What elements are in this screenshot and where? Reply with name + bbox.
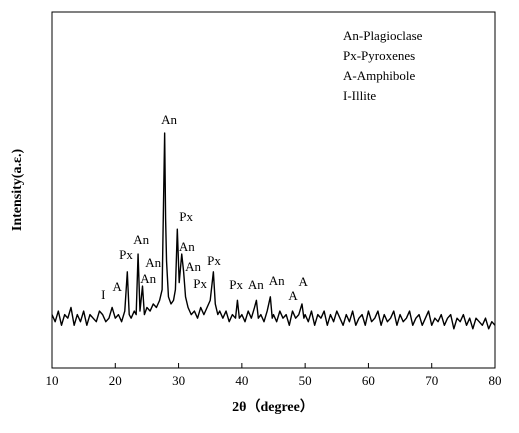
x-tick-label: 10 xyxy=(46,373,59,388)
peak-label: A xyxy=(112,279,122,294)
x-tick-label: 60 xyxy=(362,373,375,388)
peak-label: An xyxy=(161,112,177,127)
peak-label: A xyxy=(299,274,309,289)
legend-note: I-Illite xyxy=(343,88,376,103)
peak-label: Px xyxy=(207,253,221,268)
legend-note: An-Plagioclase xyxy=(343,28,423,43)
x-axis-label: 2θ（degree） xyxy=(232,399,314,415)
x-tick-label: 20 xyxy=(109,373,122,388)
legend-note: A-Amphibole xyxy=(343,68,415,83)
peak-label: An xyxy=(145,255,161,270)
peak-label: An xyxy=(133,232,149,247)
peak-label: An xyxy=(140,271,156,286)
peak-label: An xyxy=(248,277,264,292)
peak-label: I xyxy=(101,287,105,302)
plot-frame xyxy=(51,11,496,369)
x-tick-label: 80 xyxy=(489,373,502,388)
xrd-trace xyxy=(51,132,496,330)
peak-label: An xyxy=(179,239,195,254)
peak-label: Px xyxy=(229,277,243,292)
x-tick-label: 30 xyxy=(172,373,185,388)
peak-label: A xyxy=(288,288,298,303)
peak-label: Px xyxy=(193,276,207,291)
x-tick-label: 70 xyxy=(425,373,438,388)
y-axis-label: Intensity(a.ε.) xyxy=(10,149,25,232)
legend-note: Px-Pyroxenes xyxy=(343,48,415,63)
peak-label: Px xyxy=(179,209,193,224)
x-tick-label: 50 xyxy=(299,373,312,388)
peak-label: An xyxy=(269,273,285,288)
peak-label: Px xyxy=(119,247,133,262)
peak-label: An xyxy=(185,259,201,274)
x-tick-label: 40 xyxy=(235,373,248,388)
